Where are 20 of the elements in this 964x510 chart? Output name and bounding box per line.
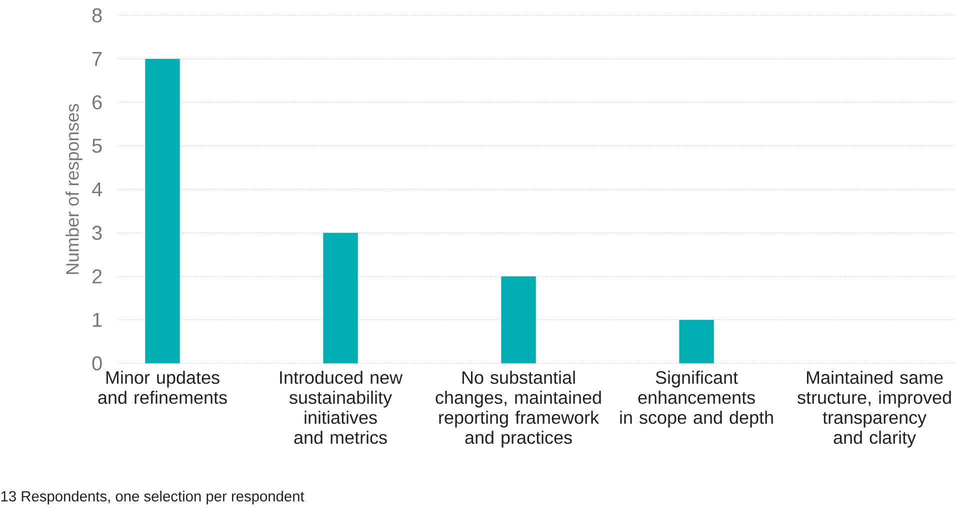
x-tick-label: Significant enhancements in scope and depth [620,370,773,428]
x-tick-label: Minor updates and refinements [98,370,227,404]
bar [323,232,358,364]
x-tick-label: Maintained same structure, improved transparency and clarity [798,370,951,448]
y-tick-label: 3 [92,226,102,240]
y-tick-label: 1 [93,312,102,327]
y-tick-label: 0 [92,356,102,370]
y-axis-title: Number of responses [66,104,82,274]
x-tick-label: Introduced new sustainability initiatives and metrics [280,370,403,444]
x-tick-label: No substantial changes, maintained reporting framework and practices [436,370,601,448]
bar [145,58,180,364]
y-tick-label: 7 [92,52,102,66]
bar [501,276,536,364]
y-tick-label: 8 [92,8,102,22]
y-tick-label: 5 [92,138,102,153]
bar [679,320,714,364]
y-tick-label: 2 [92,269,102,284]
y-tick-label: 4 [92,182,102,196]
text: 13 Respondents, one selection per respondent [1,490,304,504]
y-tick-label: 6 [92,95,102,110]
